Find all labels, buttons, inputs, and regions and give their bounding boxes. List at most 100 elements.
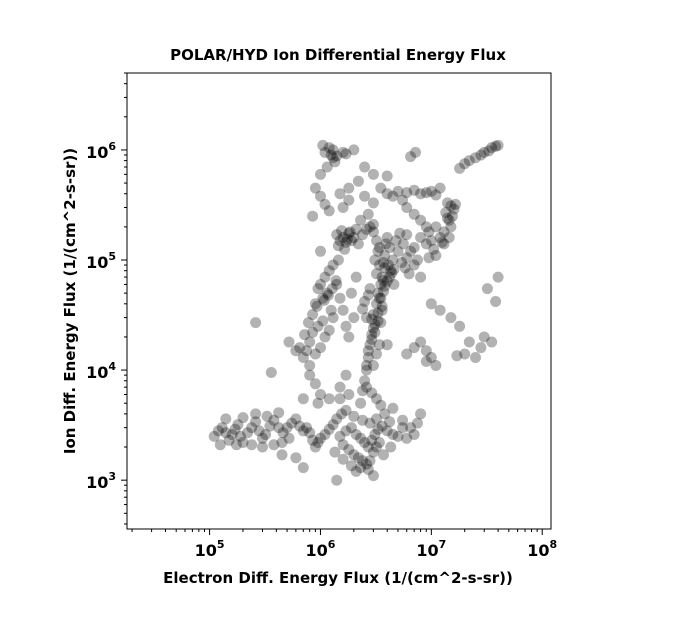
scatter-point xyxy=(312,320,324,332)
chart-title: POLAR/HYD Ion Differential Energy Flux xyxy=(170,46,506,64)
scatter-point xyxy=(350,271,362,283)
scatter-point xyxy=(307,309,319,320)
scatter-point xyxy=(463,155,475,167)
x-axis-ticks: 105 106 107 108 xyxy=(131,529,558,560)
scatter-point xyxy=(340,320,352,332)
scatter-point xyxy=(340,148,352,160)
scatter-point xyxy=(304,360,316,371)
scatter-point xyxy=(237,437,249,448)
scatter-point xyxy=(216,422,228,434)
scatter-point xyxy=(303,317,314,329)
scatter-point xyxy=(475,149,487,161)
scatter-point xyxy=(235,430,246,442)
scatter-point xyxy=(340,236,352,248)
scatter-point xyxy=(375,317,387,329)
scatter-point xyxy=(286,417,298,429)
scatter-point xyxy=(420,238,432,250)
scatter-point xyxy=(364,417,376,429)
scatter-point xyxy=(265,367,277,378)
scatter-point xyxy=(425,185,437,197)
scatter-point xyxy=(412,254,423,266)
scatter-point xyxy=(442,212,453,224)
y-axis-label: Ion Diff. Energy Flux (1/(cm^2-s-sr)) xyxy=(61,148,79,454)
scatter-point xyxy=(327,259,339,271)
scatter-point xyxy=(357,229,369,241)
scatter-point xyxy=(478,331,490,343)
scatter-point xyxy=(415,232,427,243)
scatter-point xyxy=(408,208,420,220)
scatter-point xyxy=(359,375,371,387)
scatter-point xyxy=(343,331,355,343)
scatter-point xyxy=(361,458,372,470)
scatter-point xyxy=(361,223,372,235)
y-tick-label-exponent: 3 xyxy=(108,470,116,483)
y-tick-label-base: 10 xyxy=(86,253,108,272)
scatter-point xyxy=(334,188,346,200)
scatter-point xyxy=(408,184,420,196)
scatter-point xyxy=(317,292,329,304)
scatter-point xyxy=(294,420,306,432)
scatter-point xyxy=(281,422,293,434)
scatter-point xyxy=(331,413,343,425)
scatter-point xyxy=(345,460,357,472)
scatter-point xyxy=(327,419,339,431)
scatter-point xyxy=(334,393,346,405)
scatter-point xyxy=(357,455,369,467)
scatter-point xyxy=(301,345,313,357)
scatter-point xyxy=(372,307,384,319)
scatter-point xyxy=(454,162,466,174)
x-tick-label-base: 10 xyxy=(416,541,438,560)
scatter-point xyxy=(323,205,335,217)
scatter-point xyxy=(405,151,417,163)
scatter-point xyxy=(340,404,352,416)
scatter-point xyxy=(378,257,389,268)
scatter-point xyxy=(304,427,316,439)
y-tick-label-base: 10 xyxy=(86,143,108,162)
scatter-point xyxy=(329,446,341,458)
scatter-point xyxy=(331,474,343,486)
y-tick-label: 106 xyxy=(86,140,116,162)
scatter-point xyxy=(367,219,379,230)
scatter-point xyxy=(323,265,335,277)
scatter-point xyxy=(490,140,502,152)
scatter-points xyxy=(208,139,504,486)
scatter-point xyxy=(309,182,321,194)
scatter-point xyxy=(492,139,504,151)
scatter-point xyxy=(388,278,400,290)
scatter-point xyxy=(309,441,321,453)
scatter-point xyxy=(415,271,427,283)
y-tick-label: 105 xyxy=(86,250,116,272)
scatter-point xyxy=(273,422,285,434)
scatter-point xyxy=(327,144,339,156)
scatter-point xyxy=(250,317,262,329)
scatter-point xyxy=(371,441,382,453)
scatter-point xyxy=(372,287,384,299)
scatter-point xyxy=(355,432,367,444)
scatter-point xyxy=(415,336,427,348)
scatter-point xyxy=(334,292,346,304)
scatter-point xyxy=(401,432,413,444)
scatter-point xyxy=(459,348,471,360)
scatter-point xyxy=(325,304,337,316)
scatter-point xyxy=(357,385,369,397)
scatter-point xyxy=(352,452,364,464)
scatter-point xyxy=(362,441,374,453)
x-tick-label-exponent: 8 xyxy=(550,538,558,551)
scatter-point xyxy=(340,369,352,381)
scatter-point xyxy=(361,360,372,371)
scatter-point xyxy=(273,407,285,419)
scatter-point xyxy=(322,289,334,301)
scatter-point xyxy=(420,345,432,357)
scatter-point xyxy=(311,300,323,312)
scatter-point xyxy=(448,203,460,215)
scatter-point xyxy=(364,455,376,467)
x-tick-label: 106 xyxy=(305,538,335,560)
scatter-point xyxy=(438,238,450,250)
scatter-point xyxy=(250,408,262,420)
y-tick-label-exponent: 6 xyxy=(108,140,116,153)
scatter-point xyxy=(250,416,262,428)
scatter-point xyxy=(367,197,379,209)
scatter-point xyxy=(401,348,413,360)
scatter-point xyxy=(319,198,331,210)
